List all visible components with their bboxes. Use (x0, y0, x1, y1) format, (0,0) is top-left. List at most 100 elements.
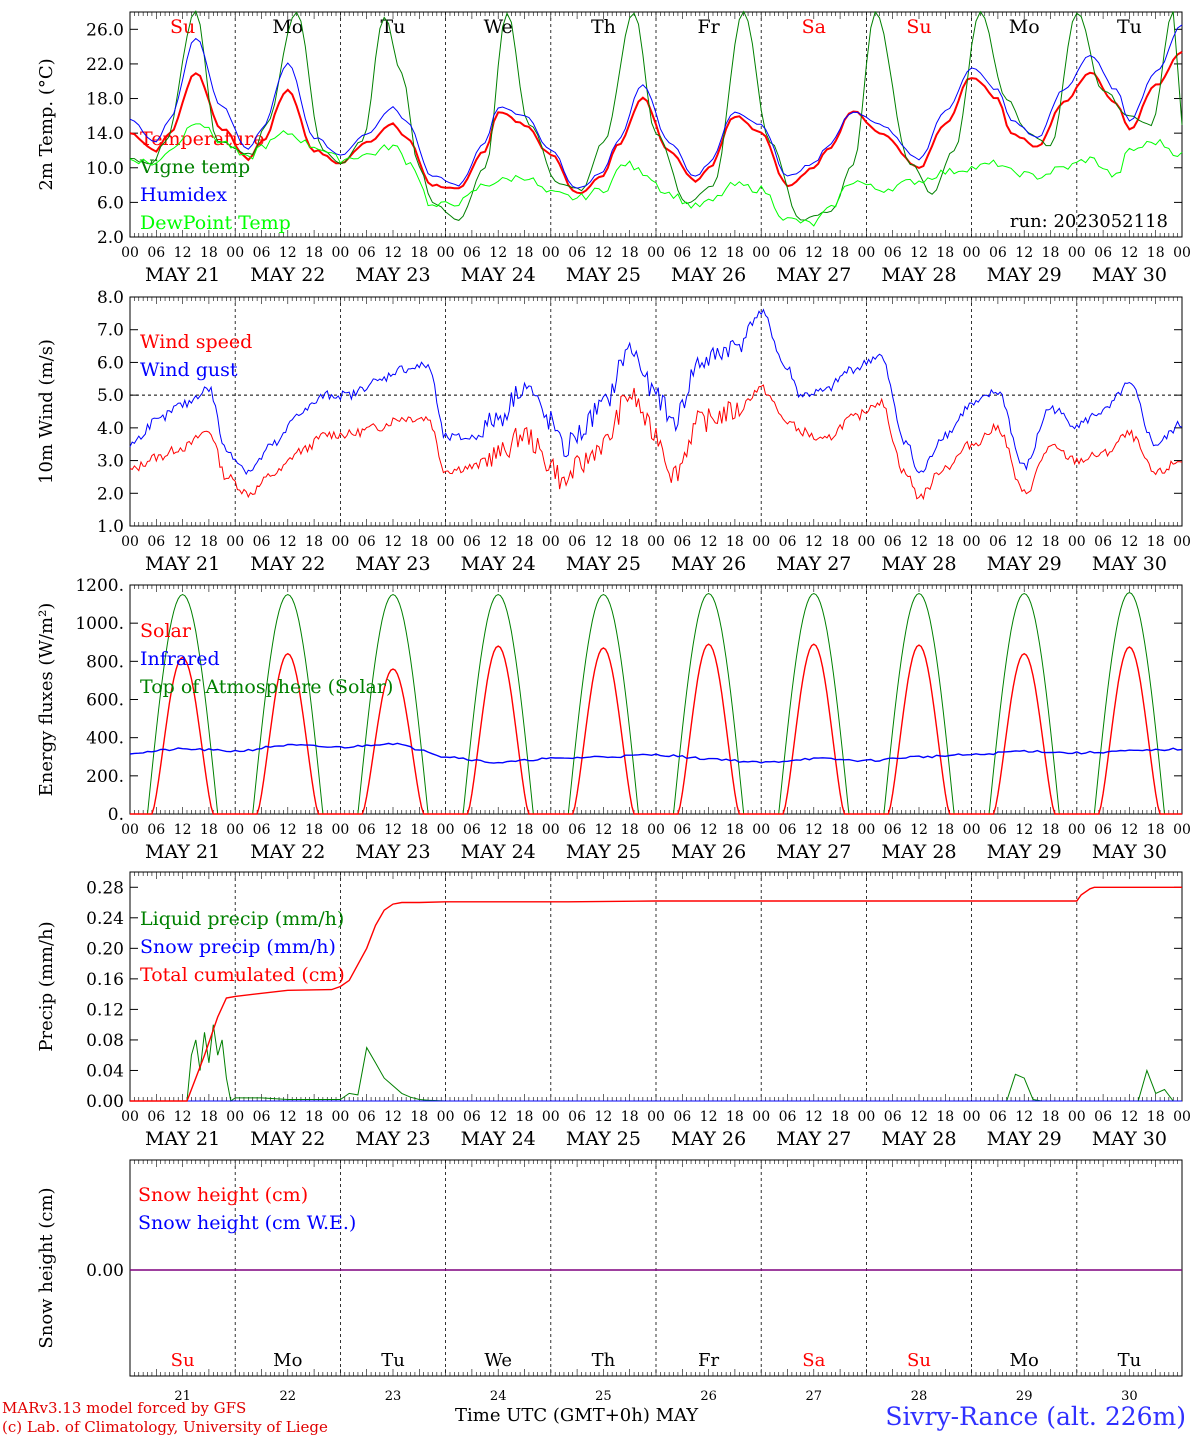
y-axis-label: Precip (mm/h) (36, 921, 57, 1051)
series-line-solar (130, 643, 1182, 815)
hour-tick-label: 12 (384, 1109, 402, 1125)
weekday-label: Tu (381, 16, 406, 38)
weekday-label: Tu (1117, 16, 1142, 38)
date-label: MAY 24 (461, 1128, 536, 1150)
legend-entry: DewPoint Temp (140, 212, 291, 234)
hour-tick-label: 00 (542, 534, 560, 550)
hour-tick-label: 06 (884, 822, 902, 838)
date-label: MAY 29 (987, 841, 1062, 863)
hour-tick-label: 12 (279, 245, 297, 261)
hour-tick-label: 00 (437, 534, 455, 550)
hour-tick-label: 00 (1068, 245, 1086, 261)
hour-tick-label: 18 (200, 534, 218, 550)
date-label: MAY 26 (671, 841, 746, 863)
legend-entry: Snow precip (mm/h) (140, 936, 336, 958)
hour-tick-label: 00 (1068, 1109, 1086, 1125)
weekday-label: Fr (698, 1350, 719, 1371)
hour-tick-label: 06 (779, 1109, 797, 1125)
hour-tick-label: 18 (621, 534, 639, 550)
y-tick-label: 800. (86, 652, 124, 672)
day-number-label: 23 (385, 1389, 402, 1404)
hour-tick-label: 18 (1147, 1109, 1165, 1125)
date-label: MAY 28 (881, 264, 956, 286)
hour-tick-label: 18 (621, 1109, 639, 1125)
day-number-label: 26 (700, 1389, 717, 1404)
hour-tick-label: 06 (989, 534, 1007, 550)
weekday-label: Mo (1010, 1350, 1039, 1371)
y-tick-label: 5.0 (97, 386, 124, 406)
weekday-label: Su (907, 1350, 931, 1371)
y-tick-label: 200. (86, 767, 124, 787)
hour-tick-label: 00 (542, 1109, 560, 1125)
series-line (130, 886, 1182, 1102)
hour-tick-label: 00 (1068, 822, 1086, 838)
hour-tick-label: 12 (594, 1109, 612, 1125)
hour-tick-label: 06 (1094, 245, 1112, 261)
hour-tick-label: 18 (621, 245, 639, 261)
date-label: MAY 23 (355, 841, 430, 863)
hour-tick-label: 12 (700, 822, 718, 838)
hour-tick-label: 06 (147, 245, 165, 261)
hour-tick-label: 00 (437, 245, 455, 261)
hour-tick-label: 00 (226, 822, 244, 838)
day-number-label: 24 (490, 1389, 507, 1404)
date-label: MAY 29 (987, 1128, 1062, 1150)
hour-tick-label: 00 (963, 534, 981, 550)
hour-tick-label: 12 (805, 534, 823, 550)
hour-tick-label: 00 (752, 245, 770, 261)
day-number-label: 28 (911, 1389, 928, 1404)
hour-tick-label: 00 (437, 822, 455, 838)
series-line (129, 123, 1183, 227)
y-tick-label: 0.08 (86, 1031, 124, 1051)
y-tick-label: 4.0 (97, 419, 124, 439)
hour-tick-label: 06 (463, 245, 481, 261)
hour-tick-label: 06 (1094, 534, 1112, 550)
date-label: MAY 29 (987, 553, 1062, 575)
date-label: MAY 24 (461, 264, 536, 286)
weekday-label: We (484, 16, 513, 38)
y-tick-label: 3.0 (97, 452, 124, 472)
hour-tick-label: 12 (279, 534, 297, 550)
hour-tick-label: 12 (805, 822, 823, 838)
hour-tick-label: 12 (700, 245, 718, 261)
weekday-label: Th (591, 16, 616, 38)
y-tick-label: 0.00 (86, 1092, 124, 1112)
legend-entry: Vigne temp (139, 156, 250, 178)
date-label: MAY 25 (566, 1128, 641, 1150)
hour-tick-label: 12 (174, 822, 192, 838)
hour-tick-label: 18 (831, 534, 849, 550)
y-tick-label: 0. (108, 805, 124, 825)
hour-tick-label: 00 (752, 1109, 770, 1125)
y-tick-label: 6.0 (97, 353, 124, 373)
hour-tick-label: 12 (910, 1109, 928, 1125)
hour-tick-label: 18 (305, 534, 323, 550)
hour-tick-label: 00 (1173, 822, 1191, 838)
hour-tick-label: 18 (410, 534, 428, 550)
hour-tick-label: 00 (121, 1109, 139, 1125)
hour-tick-label: 00 (121, 822, 139, 838)
credit-line: (c) Lab. of Climatology, University of L… (2, 1418, 328, 1436)
hour-tick-label: 06 (568, 1109, 586, 1125)
y-tick-label: 10.0 (86, 159, 124, 179)
hour-tick-label: 06 (253, 822, 271, 838)
hour-tick-label: 12 (174, 1109, 192, 1125)
legend-entry: Snow height (cm W.E.) (138, 1212, 356, 1234)
hour-tick-label: 12 (1015, 245, 1033, 261)
hour-tick-label: 18 (621, 822, 639, 838)
date-label: MAY 30 (1092, 1128, 1167, 1150)
legend-entry: Humidex (140, 184, 227, 206)
date-label: MAY 24 (461, 553, 536, 575)
hour-tick-label: 18 (726, 822, 744, 838)
y-tick-label: 0.04 (86, 1061, 124, 1081)
hour-tick-label: 12 (489, 245, 507, 261)
series-line (129, 10, 1183, 221)
date-label: MAY 23 (355, 264, 430, 286)
hour-tick-label: 00 (1068, 534, 1086, 550)
date-label: MAY 27 (776, 553, 851, 575)
hour-tick-label: 18 (516, 245, 534, 261)
weekday-label: Su (170, 16, 195, 38)
hour-tick-label: 00 (542, 245, 560, 261)
y-tick-label: 26.0 (86, 20, 124, 40)
hour-tick-label: 06 (779, 822, 797, 838)
hour-tick-label: 00 (752, 822, 770, 838)
